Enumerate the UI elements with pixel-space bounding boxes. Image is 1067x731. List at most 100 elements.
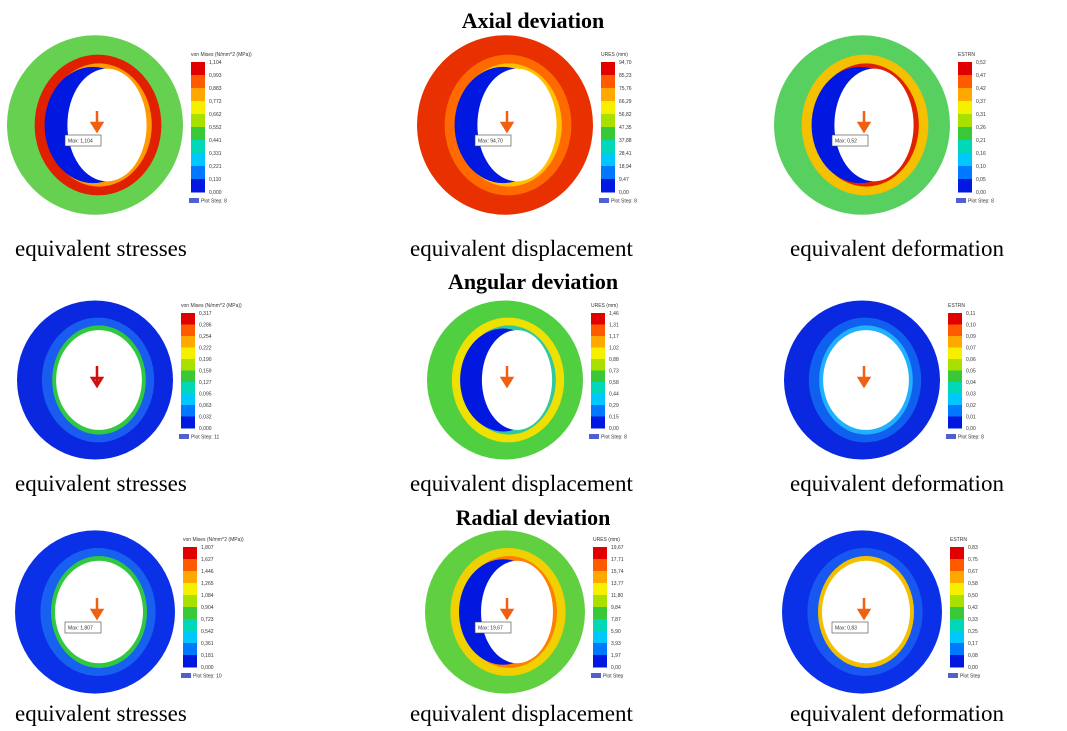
- legend-value: 0,08: [968, 653, 978, 659]
- legend-swatch: [183, 559, 197, 572]
- legend-value: 0,222: [199, 346, 212, 352]
- plot-step: Plot Step: 8: [958, 435, 984, 441]
- caption: equivalent displacement: [410, 471, 634, 496]
- legend-value: 18,94: [619, 164, 632, 170]
- plot-step-icon: [179, 434, 189, 439]
- legend-swatch: [950, 559, 964, 572]
- legend-value: 0,441: [209, 138, 222, 144]
- legend-value: 0,07: [966, 346, 976, 352]
- legend-swatch: [183, 571, 197, 584]
- legend-value: 0,00: [976, 190, 986, 196]
- figure: Axial deviationMax: 1,104von Mises (N/mm…: [0, 0, 1067, 731]
- legend-value: 0,883: [209, 86, 222, 92]
- legend-value: 0,00: [611, 665, 621, 671]
- caption: equivalent displacement: [410, 236, 634, 261]
- row-title: Angular deviation: [448, 269, 618, 294]
- plot-step: Plot Step: 8: [611, 199, 637, 205]
- legend-swatch: [958, 179, 972, 193]
- legend-swatch: [591, 371, 605, 383]
- legend-swatch: [191, 62, 205, 76]
- legend-swatch: [181, 382, 195, 394]
- legend-value: 1,084: [201, 593, 214, 599]
- legend-value: 0,75: [968, 557, 978, 563]
- legend-value: 1,627: [201, 557, 214, 563]
- legend-swatch: [958, 88, 972, 102]
- legend-value: 1,17: [609, 334, 619, 340]
- legend-value: 0,221: [209, 164, 222, 170]
- fea-plot: Max: 94,70: [417, 35, 593, 215]
- plot-step-icon: [189, 198, 199, 203]
- max-label: Max: 19,67: [478, 626, 503, 632]
- legend-swatch: [601, 75, 615, 89]
- plot-step-icon: [181, 673, 191, 678]
- legend-value: 0,00: [966, 426, 976, 432]
- legend-value: 0,01: [966, 415, 976, 421]
- fea-plot: Max: 0,83: [782, 530, 942, 693]
- legend-value: 0,58: [968, 581, 978, 587]
- legend-title: von Mises (N/mm^2 (MPa)): [191, 52, 252, 58]
- legend-title: URES (mm): [593, 537, 620, 543]
- legend-swatch: [181, 348, 195, 360]
- legend-swatch: [950, 643, 964, 656]
- max-label: Max: 94,70: [478, 139, 503, 145]
- legend-swatch: [948, 417, 962, 429]
- fea-plot: Max: 19,67: [425, 530, 585, 693]
- legend-value: 85,23: [619, 73, 632, 79]
- legend-swatch: [593, 583, 607, 596]
- legend-value: 0,000: [201, 665, 214, 671]
- legend-value: 0,47: [976, 73, 986, 79]
- legend-value: 15,74: [611, 569, 624, 575]
- caption: equivalent deformation: [790, 701, 1004, 726]
- legend-value: 0,44: [609, 392, 619, 398]
- legend-swatch: [183, 547, 197, 560]
- legend-value: 0,50: [968, 593, 978, 599]
- legend-value: 0,723: [201, 617, 214, 623]
- legend-value: 0,42: [976, 86, 986, 92]
- legend-value: 0,662: [209, 112, 222, 118]
- legend-swatch: [593, 559, 607, 572]
- legend-value: 0,993: [209, 73, 222, 79]
- legend-swatch: [181, 394, 195, 406]
- legend-value: 19,67: [611, 545, 624, 551]
- legend-value: 0,52: [976, 60, 986, 66]
- legend-value: 66,29: [619, 99, 632, 105]
- plot-step-icon: [589, 434, 599, 439]
- legend-swatch: [958, 101, 972, 115]
- legend-value: 0,37: [976, 99, 986, 105]
- legend-value: 56,82: [619, 112, 632, 118]
- legend-value: 0,000: [199, 426, 212, 432]
- legend-value: 0,542: [201, 629, 214, 635]
- legend-value: 0,00: [968, 665, 978, 671]
- legend-value: 0,33: [968, 617, 978, 623]
- legend-swatch: [591, 405, 605, 417]
- legend-swatch: [950, 595, 964, 608]
- legend-swatch: [601, 166, 615, 180]
- legend-value: 1,02: [609, 346, 619, 352]
- legend-swatch: [948, 382, 962, 394]
- legend-value: 75,76: [619, 86, 632, 92]
- hole: [477, 69, 556, 182]
- legend-swatch: [593, 571, 607, 584]
- legend-swatch: [593, 631, 607, 644]
- legend-swatch: [601, 179, 615, 193]
- plot-step-icon: [599, 198, 609, 203]
- plot-step: Plot Step: [603, 674, 624, 680]
- plot-step: Plot Step: 8: [201, 199, 227, 205]
- legend-swatch: [181, 417, 195, 429]
- legend-swatch: [183, 607, 197, 620]
- legend-value: 0,04: [966, 380, 976, 386]
- legend-value: 0,00: [609, 426, 619, 432]
- plot-step-icon: [591, 673, 601, 678]
- caption: equivalent displacement: [410, 701, 634, 726]
- legend-swatch: [591, 382, 605, 394]
- legend-swatch: [601, 114, 615, 128]
- plot-step: Plot Step: 8: [601, 435, 627, 441]
- legend-value: 47,35: [619, 125, 632, 131]
- legend-value: 28,41: [619, 151, 632, 157]
- plot-step-icon: [946, 434, 956, 439]
- legend-title: ESTRN: [948, 303, 965, 309]
- legend-swatch: [601, 88, 615, 102]
- legend-swatch: [950, 619, 964, 632]
- legend-swatch: [191, 179, 205, 193]
- legend-swatch: [958, 166, 972, 180]
